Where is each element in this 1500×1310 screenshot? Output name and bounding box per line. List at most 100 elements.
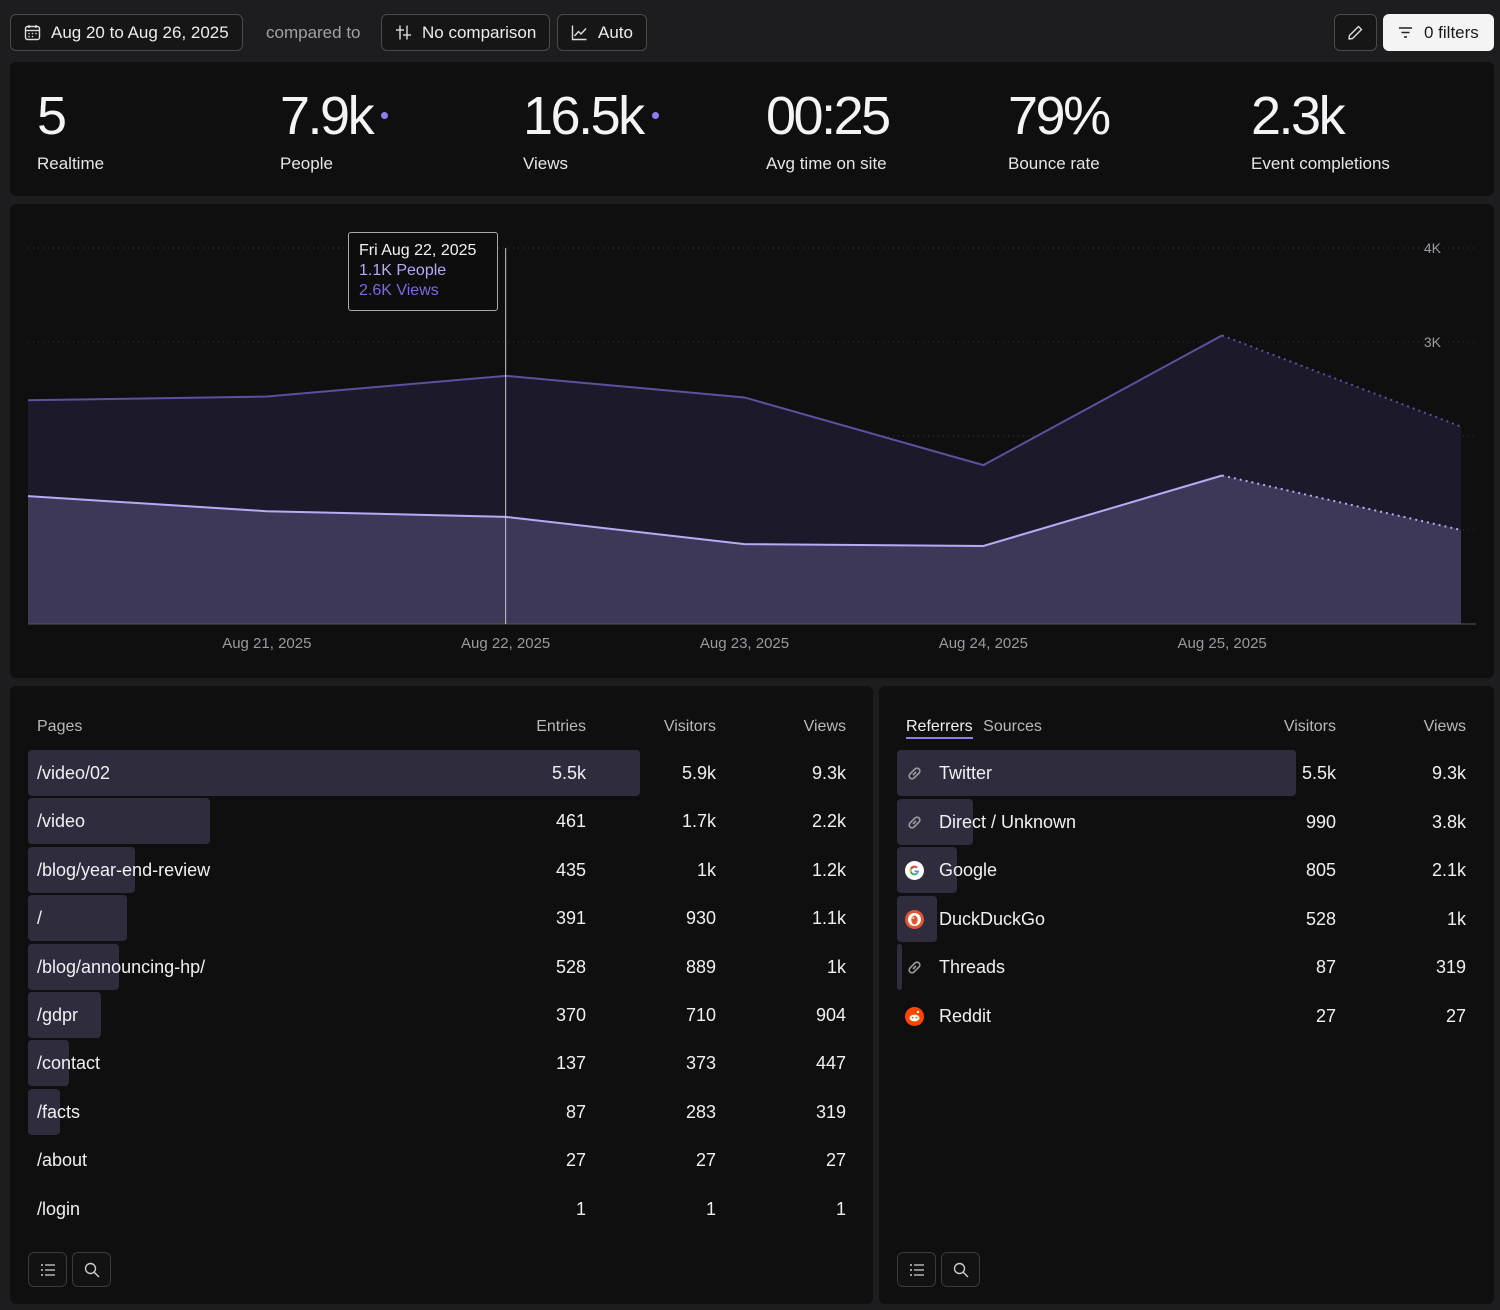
page-path[interactable]: /video	[37, 811, 86, 832]
edit-button[interactable]	[1334, 14, 1377, 51]
date-range-button[interactable]: Aug 20 to Aug 26, 2025	[10, 14, 243, 51]
table-row[interactable]: Threads 87 319	[897, 944, 1477, 991]
stat-label: Views	[523, 154, 569, 173]
series-line-partial-views	[1221, 334, 1462, 428]
referrer-name[interactable]: DuckDuckGo	[939, 908, 1046, 929]
stat-value: 00:25	[766, 86, 891, 146]
pencil-icon	[1348, 25, 1363, 40]
stats-panel: 5 Realtime 7.9k People 16.5k Views 00:25…	[10, 62, 1494, 196]
pages-panel: Pages Entries Visitors Views /video/02 5.…	[10, 686, 873, 1304]
stat-bounce-rate[interactable]: 79% Bounce rate	[1008, 84, 1111, 174]
cell-visitors: 930	[685, 908, 716, 929]
table-row[interactable]: DuckDuckGo 528 1k	[897, 895, 1477, 942]
stat-value: 16.5k	[523, 84, 659, 148]
stat-label: Bounce rate	[1008, 154, 1100, 173]
cell-entries: 370	[555, 1005, 586, 1025]
cell-visitors: 1.7k	[681, 811, 716, 832]
x-tick-label: Aug 22, 2025	[461, 635, 550, 652]
cell-views: 1	[835, 1198, 846, 1219]
list-icon	[909, 1263, 924, 1276]
stat-views[interactable]: 16.5k Views	[523, 84, 659, 174]
views-header[interactable]: Views	[1423, 718, 1466, 735]
page-path[interactable]: /blog/year-end-review	[37, 859, 211, 880]
table-row[interactable]: /video/02 5.5k 5.9k 9.3k	[28, 750, 858, 796]
page-path[interactable]: /facts	[37, 1101, 81, 1122]
list-view-button[interactable]	[897, 1252, 936, 1287]
visitors-header[interactable]: Visitors	[1283, 718, 1336, 735]
cell-visitors: 5.5k	[1301, 763, 1336, 783]
google-icon	[905, 861, 924, 881]
tab-referrers[interactable]: Referrers	[906, 718, 973, 739]
table-row[interactable]: /login 1 1 1	[28, 1186, 858, 1232]
cell-visitors: 710	[685, 1005, 716, 1025]
referrer-name[interactable]: Twitter	[939, 763, 993, 783]
x-tick-label: Aug 25, 2025	[1178, 635, 1267, 652]
page-path[interactable]: /video/02	[37, 763, 111, 783]
tooltip-people: 1.1K People	[359, 262, 447, 279]
cell-visitors: 283	[685, 1101, 716, 1122]
page-path[interactable]: /about	[37, 1150, 88, 1171]
link-icon	[905, 813, 924, 832]
cell-views: 1k	[1446, 908, 1466, 929]
visitors-header[interactable]: Visitors	[663, 718, 716, 735]
referrer-name[interactable]: Direct / Unknown	[939, 811, 1077, 832]
stat-avg-time[interactable]: 00:25 Avg time on site	[766, 84, 891, 174]
interval-button[interactable]: Auto	[557, 14, 647, 51]
table-row[interactable]: /facts 87 283 319	[28, 1088, 858, 1135]
table-row[interactable]: /contact 137 373 447	[28, 1040, 858, 1087]
table-row[interactable]: /blog/year-end-review 435 1k 1.2k	[28, 846, 858, 893]
page-path[interactable]: /	[37, 908, 43, 929]
row-share-bar	[897, 944, 903, 991]
row-share-bar	[897, 750, 1296, 796]
views-header[interactable]: Views	[803, 718, 846, 735]
referrer-name[interactable]: Google	[939, 860, 998, 881]
stat-realtime[interactable]: 5 Realtime	[37, 84, 104, 174]
y-tick-label: 4K	[1424, 240, 1442, 256]
page-path[interactable]: /blog/announcing-hp/	[37, 956, 206, 977]
table-row[interactable]: Google 805 2.1k	[897, 847, 1477, 894]
cell-views: 319	[815, 1101, 846, 1122]
table-row[interactable]: /about 27 27 27	[28, 1137, 858, 1183]
table-row[interactable]: /gdpr 370 710 904	[28, 992, 858, 1038]
table-row[interactable]: / 391 930 1.1k	[28, 895, 858, 942]
table-row[interactable]: Direct / Unknown 990 3.8k	[897, 798, 1477, 845]
comparison-label: No comparison	[422, 22, 537, 42]
table-row[interactable]: /blog/announcing-hp/528 889 1k	[28, 943, 858, 990]
filter-icon	[1399, 27, 1412, 38]
cell-visitors: 27	[695, 1150, 716, 1171]
cell-visitors: 889	[685, 956, 716, 977]
series-line-people	[27, 474, 1223, 547]
stat-value: 7.9k	[280, 84, 389, 148]
page-path[interactable]: /login	[37, 1198, 81, 1219]
table-row[interactable]: Twitter 5.5k 9.3k	[897, 750, 1477, 796]
list-view-button[interactable]	[28, 1252, 67, 1287]
row-share-bar	[28, 992, 102, 1038]
stat-value: 79%	[1008, 86, 1111, 146]
page-path[interactable]: /gdpr	[37, 1005, 79, 1025]
referrer-name[interactable]: Threads	[939, 957, 1006, 978]
table-row[interactable]: /video 461 1.7k 2.2k	[28, 798, 858, 845]
stat-event-completions[interactable]: 2.3k Event completions	[1251, 84, 1390, 174]
table-row[interactable]: Reddit 27 27	[897, 993, 1477, 1039]
pages-header: Pages	[37, 718, 83, 735]
tooltip-views: 2.6K Views	[359, 282, 439, 299]
cell-views: 9.3k	[811, 763, 846, 783]
stat-people[interactable]: 7.9k People	[280, 84, 389, 174]
entries-header[interactable]: Entries	[536, 718, 586, 735]
page-path[interactable]: /contact	[37, 1053, 101, 1074]
comparison-button[interactable]: No comparison	[381, 14, 551, 51]
search-button[interactable]	[941, 1252, 980, 1287]
x-tick-label: Aug 21, 2025	[222, 635, 311, 652]
tab-sources[interactable]: Sources	[983, 718, 1042, 735]
row-share-bar	[28, 895, 128, 942]
cell-entries: 1	[575, 1198, 586, 1219]
referrers-panel: Referrers Sources Visitors Views Twitter…	[879, 686, 1494, 1304]
cell-entries: 461	[555, 811, 586, 832]
search-button[interactable]	[72, 1252, 111, 1287]
cell-views: 2.1k	[1431, 860, 1466, 881]
filters-button[interactable]: 0 filters	[1383, 14, 1494, 51]
referrer-name[interactable]: Reddit	[939, 1006, 992, 1026]
cell-views: 9.3k	[1431, 763, 1466, 783]
